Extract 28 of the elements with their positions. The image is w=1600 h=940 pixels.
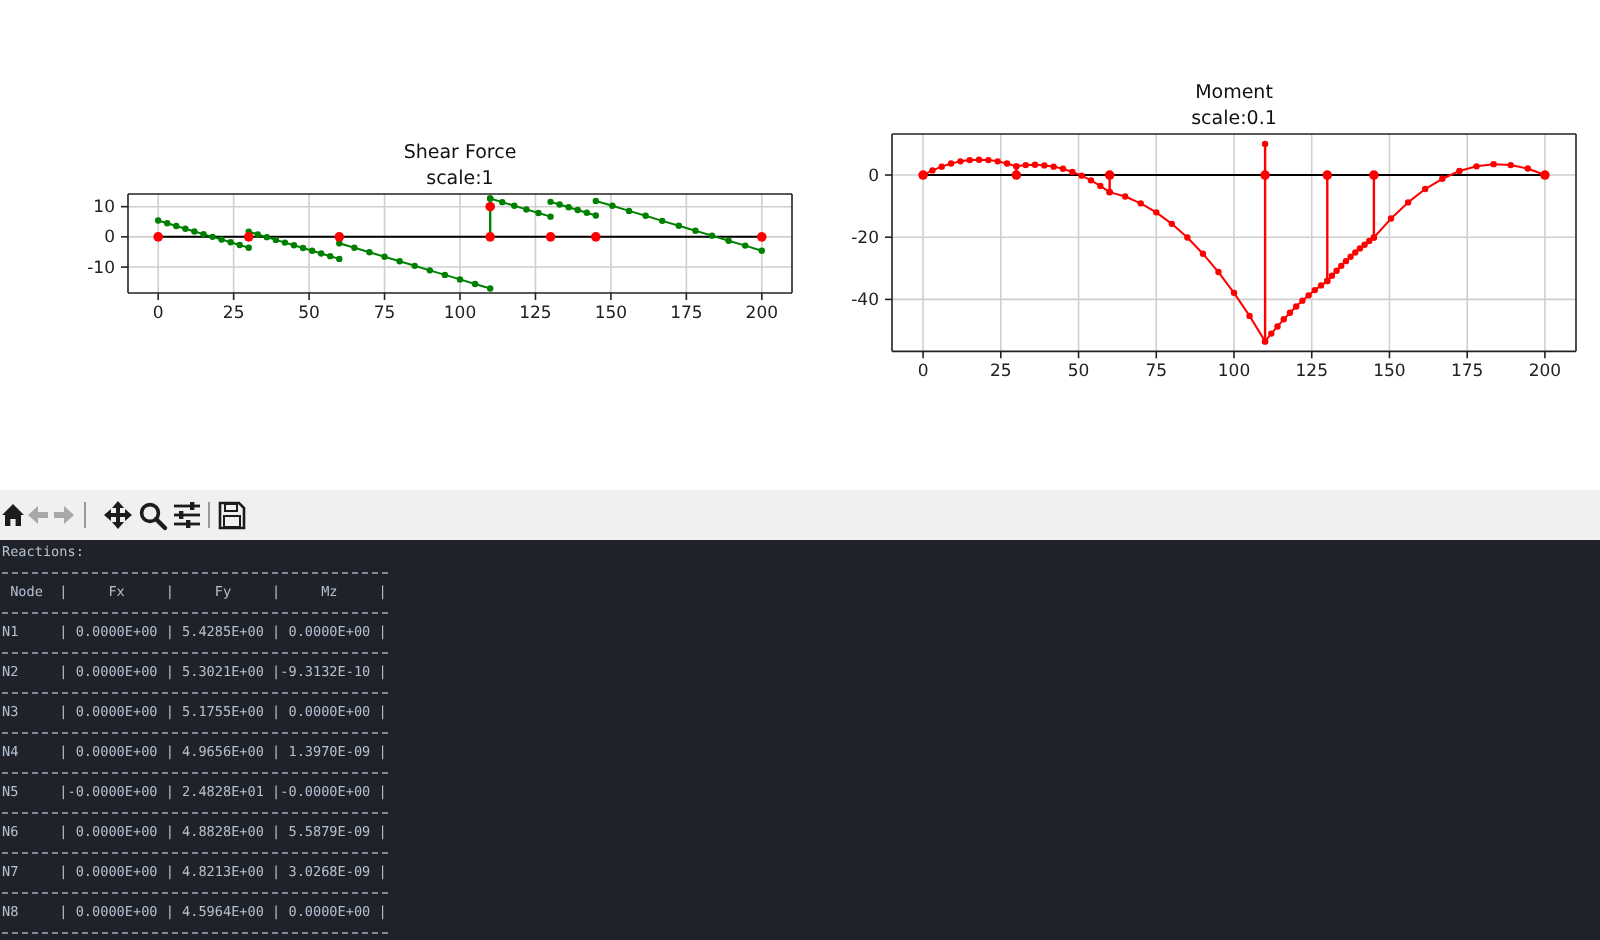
x-tick-label: 25 (989, 362, 1012, 383)
x-tick-label: 150 (1373, 362, 1406, 383)
x-tick-label: 75 (373, 304, 396, 325)
x-tick-label: 50 (1067, 362, 1090, 383)
x-tick-label: 75 (1145, 362, 1168, 383)
x-tick-label: 200 (745, 304, 779, 325)
x-tick-label: 175 (670, 304, 703, 325)
x-tick-label: 50 (298, 304, 320, 325)
x-tick-label: 100 (1217, 362, 1251, 383)
y-tick-label: -40 (851, 290, 879, 311)
y-tick-label: 10 (93, 198, 115, 219)
y-tick-label: 0 (104, 228, 115, 249)
x-tick-label: 150 (594, 304, 628, 325)
x-tick-label: 175 (1450, 362, 1484, 383)
chart-subtitle: scale:1 (426, 168, 494, 190)
chart-title: Shear Force (403, 142, 517, 164)
y-tick-label: -10 (87, 258, 115, 279)
x-tick-label: 0 (152, 304, 164, 325)
x-tick-label: 200 (1528, 362, 1562, 383)
y-tick-label: 0 (868, 166, 879, 187)
x-tick-label: 100 (443, 304, 477, 325)
x-tick-label: 125 (519, 304, 552, 325)
x-tick-label: 0 (917, 362, 929, 383)
x-tick-label: 125 (1295, 362, 1328, 383)
chart-title: Moment (1195, 82, 1274, 104)
y-tick-label: -20 (851, 228, 879, 249)
chart-subtitle: scale:0.1 (1191, 108, 1277, 130)
x-tick-label: 25 (222, 304, 245, 325)
